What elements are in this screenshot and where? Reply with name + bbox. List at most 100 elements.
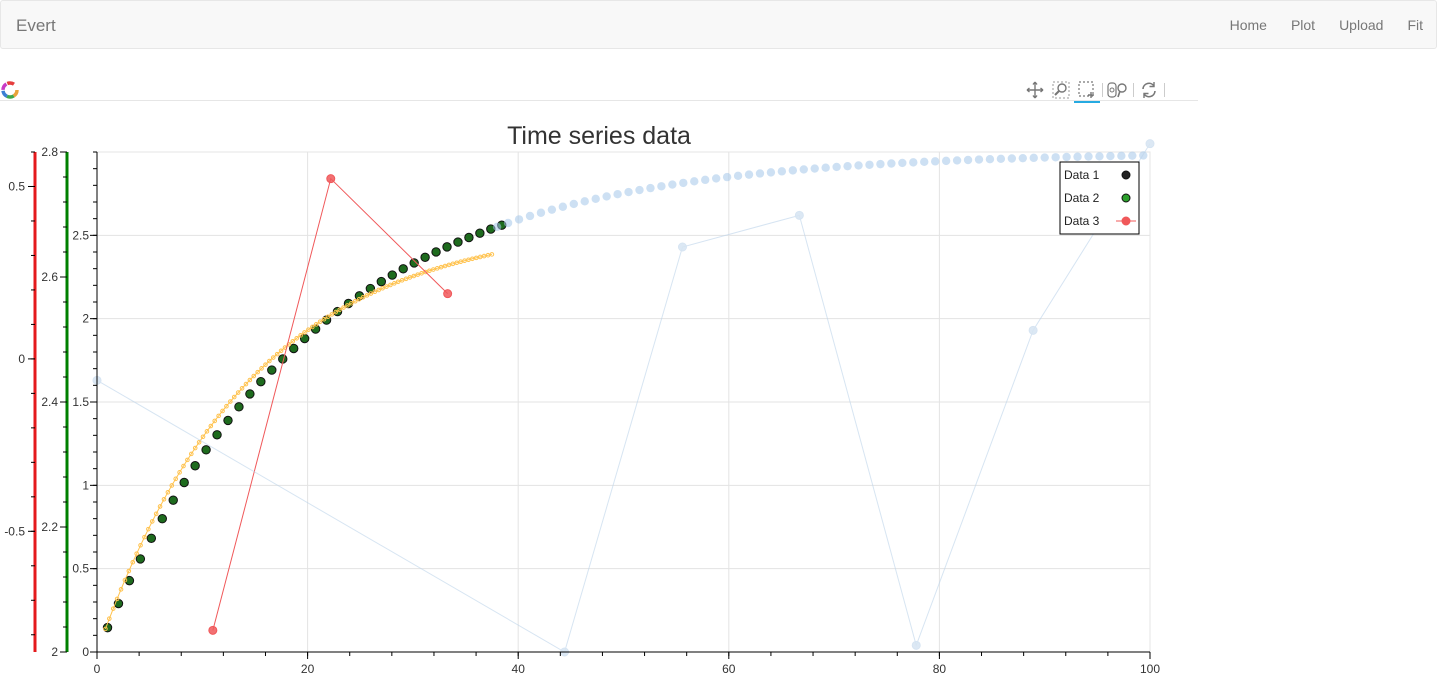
data-point [854,161,863,170]
data-point [208,423,214,429]
data-point [341,305,346,310]
data-point [911,640,921,650]
data-point [299,333,310,344]
data-point [514,215,524,224]
data-point [450,261,456,267]
series-line [96,143,1151,653]
data-point [135,554,146,564]
pan-tool[interactable] [1022,80,1048,100]
data-point [963,155,973,165]
series-3 [208,174,453,635]
data-point [1145,139,1155,149]
data-point [110,606,116,611]
data-point [130,559,136,565]
data-point [525,211,535,221]
wheel-zoom-icon [1052,81,1070,99]
nav-fit[interactable]: Fit [1407,17,1423,33]
data-point [1029,153,1038,163]
data-point [157,504,163,509]
data-point [434,266,440,271]
data-point [635,185,644,195]
data-point [431,267,436,272]
y-tick-label: 2 [82,312,89,326]
data-point [454,260,460,266]
data-point [832,162,841,172]
y2-tick-label: 2.2 [41,520,58,534]
data-point [668,180,677,189]
data-point [169,483,175,488]
data-point [243,381,249,387]
y-tick-label: 1.5 [72,395,89,409]
data-point [613,190,622,199]
y2-tick-label: 2.8 [41,145,58,159]
box-zoom-icon [1078,81,1094,98]
data-point [1051,153,1060,162]
data-point [711,174,721,183]
data-point [220,408,225,414]
x-tick-label: 0 [94,662,101,676]
data-point [453,237,463,247]
data-point [427,268,432,274]
data-point [403,276,409,282]
data-point [317,319,323,325]
data-point [624,187,633,197]
box-zoom-tool[interactable] [1074,80,1100,103]
data-point [103,626,108,632]
data-point [701,175,710,185]
legend[interactable]: Data 1 Data 2 Data 3 [1059,161,1140,235]
data-point [1073,152,1082,161]
data-point [223,415,233,426]
brand[interactable]: Evert [16,16,56,35]
data-point [1128,151,1137,160]
data-point [843,161,852,171]
y-tick-label: 1 [82,478,89,492]
wheel-zoom-tool[interactable] [1048,80,1074,100]
data-point [464,232,474,243]
data-point [196,440,202,445]
data-point [722,172,732,182]
data-point [794,210,804,220]
data-point [349,300,354,306]
nav-upload[interactable]: Upload [1339,17,1384,33]
y-tick-label: 0.5 [72,562,89,576]
data-point [489,252,495,257]
nav-plot[interactable]: Plot [1290,17,1316,33]
data-point [380,285,385,291]
data-point [569,199,578,209]
y2-tick-label: 2.6 [41,270,58,284]
plot-toolbar [1022,79,1167,103]
data-point [310,324,315,330]
data-point [107,616,112,621]
data-point [267,358,272,364]
data-point [365,283,376,294]
reset-tool[interactable] [1136,80,1162,100]
data-point [177,470,182,475]
data-point [153,511,159,517]
bokeh-logo-icon[interactable] [1,81,19,99]
data-point [677,242,687,252]
hover-tool[interactable] [1105,80,1131,100]
data-point [1084,152,1093,161]
data-point [256,376,266,387]
data-point [395,279,401,285]
x-tick-label: 20 [301,662,315,676]
data-point [234,402,244,412]
data-point [865,160,874,169]
data-point [679,178,688,188]
data-point [368,291,374,296]
data-point [168,495,178,505]
data-point [189,451,194,457]
chart[interactable]: Time series data 0 20 40 60 80 10000.511.522.… [0,110,1200,682]
nav-home[interactable]: Home [1229,17,1267,33]
data-point [536,208,546,217]
data-point [431,247,441,257]
data-point [1106,151,1115,161]
legend-marker [1121,170,1131,180]
data-point [409,258,419,268]
data-point [1018,153,1027,163]
data-point [352,298,358,304]
data-point [245,389,255,399]
data-point [212,430,222,440]
series-layer [92,139,1155,657]
data-point [270,355,276,360]
